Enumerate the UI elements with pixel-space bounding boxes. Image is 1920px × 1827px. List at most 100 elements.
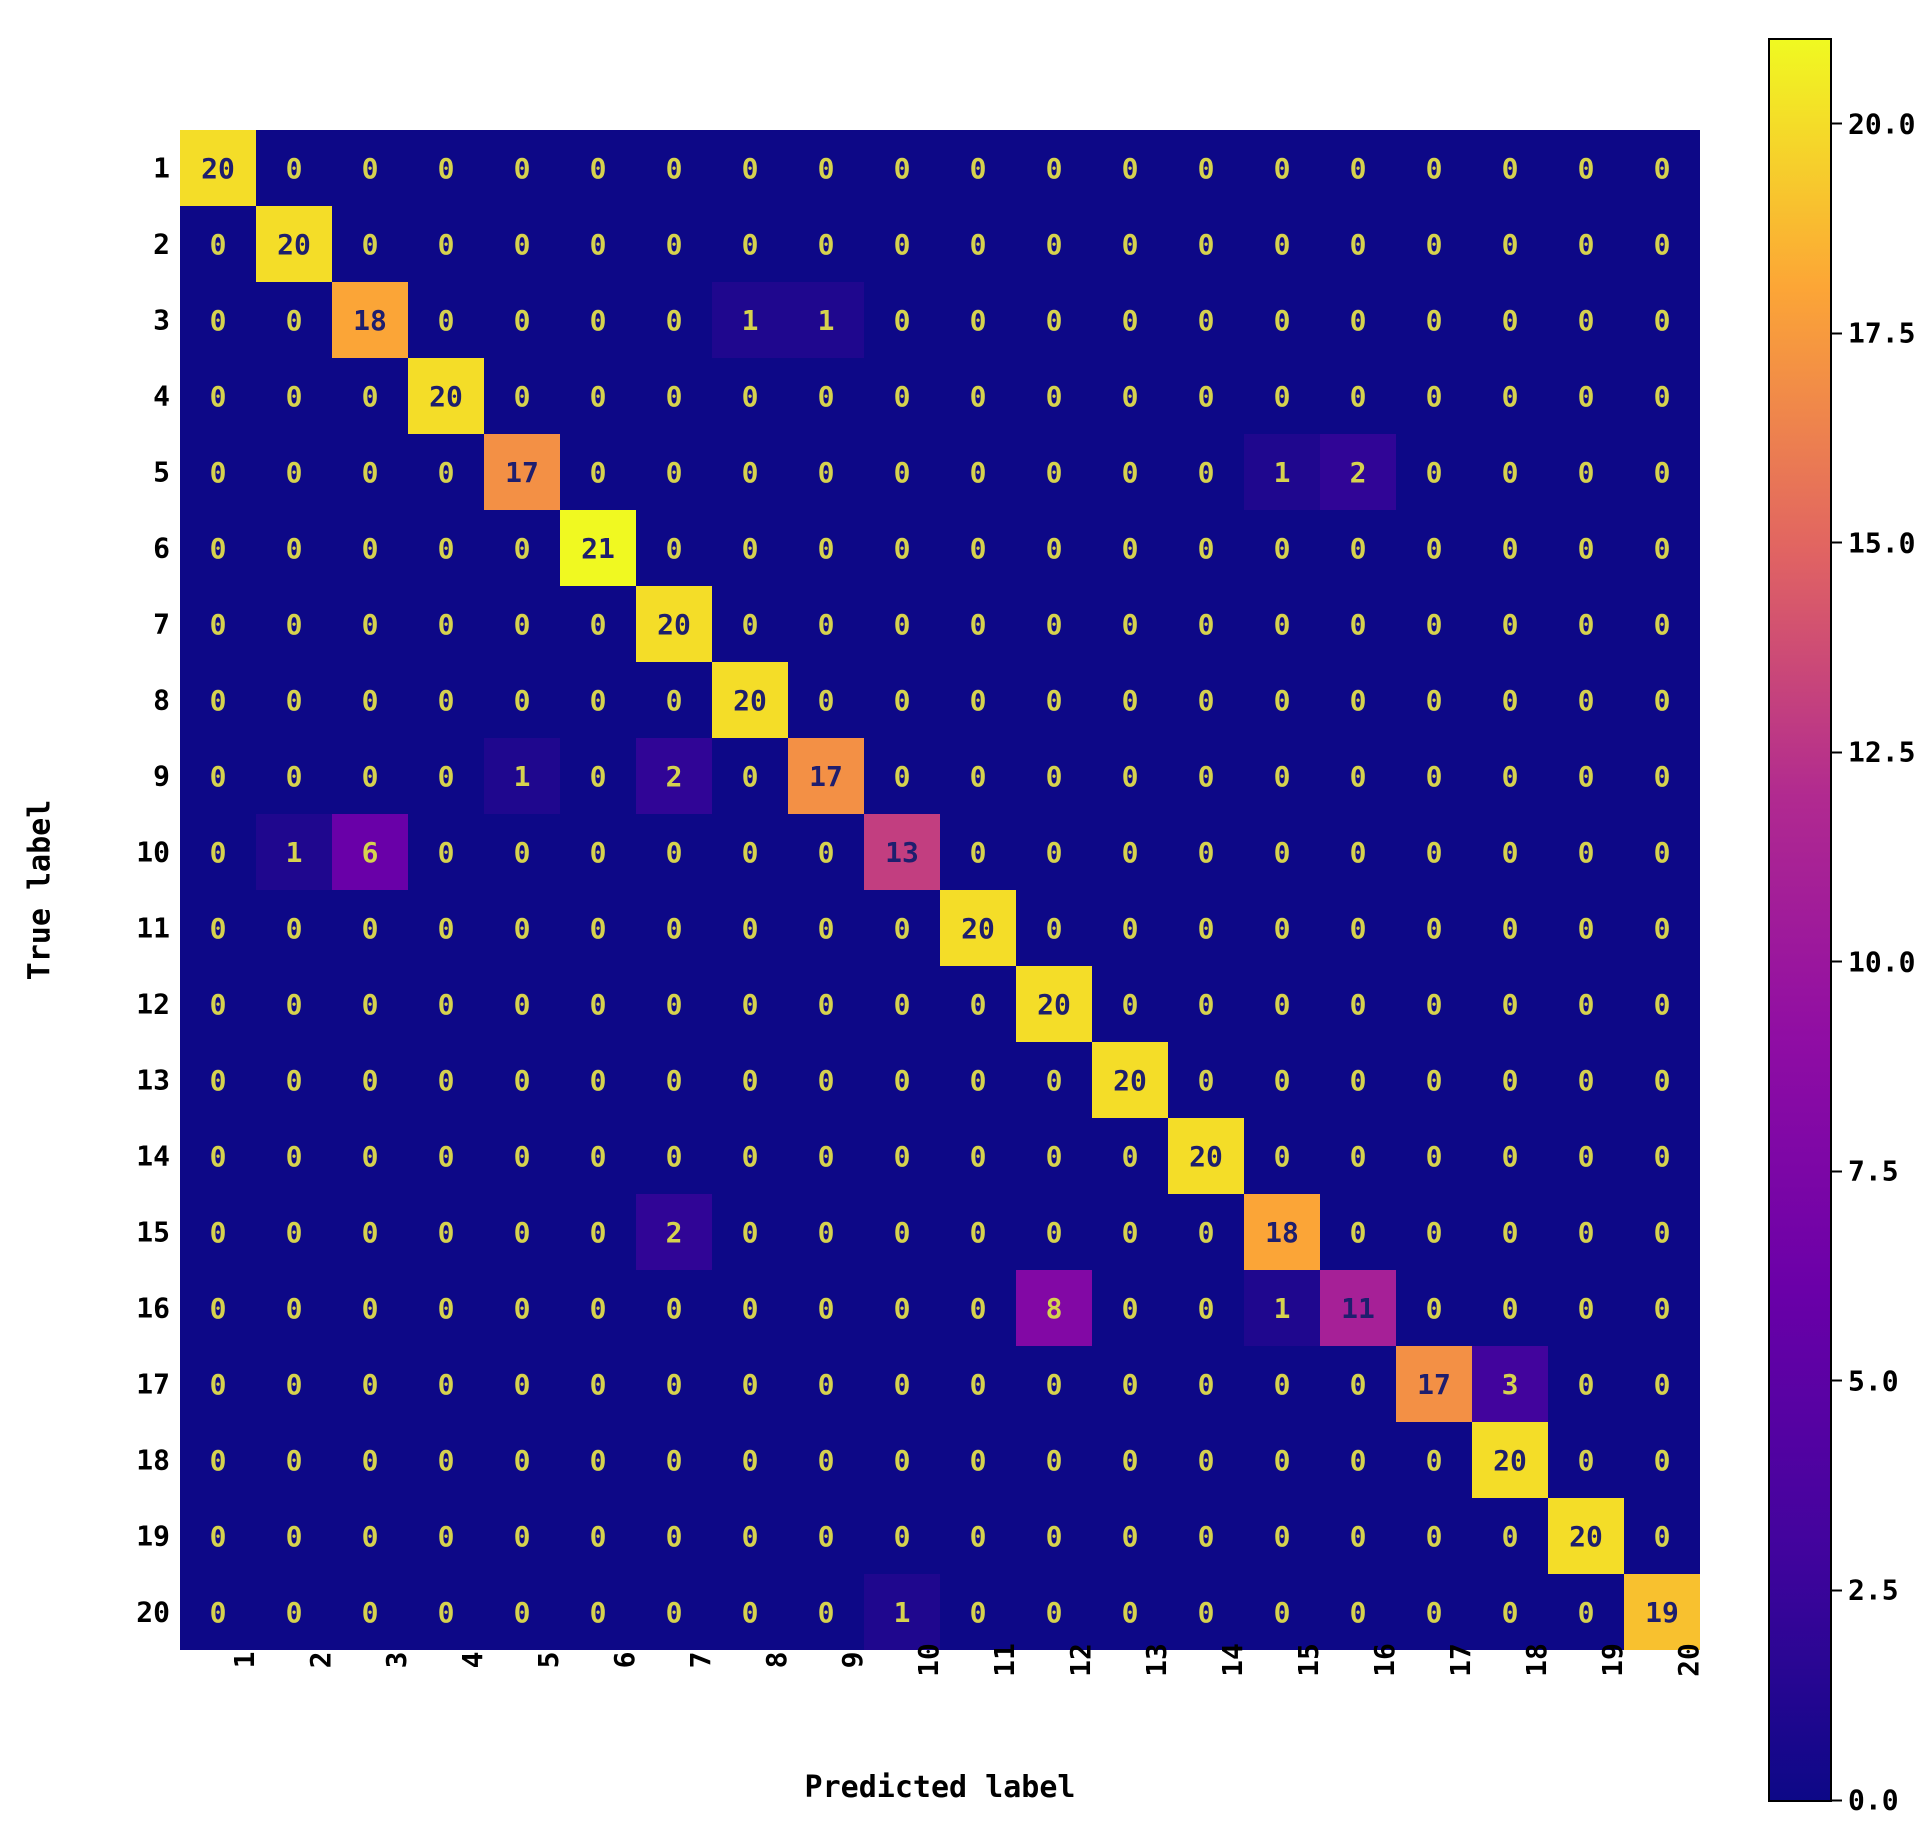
heatmap-cell: 0 — [1624, 206, 1700, 282]
heatmap-cell: 0 — [484, 1422, 560, 1498]
heatmap-cell: 17 — [484, 434, 560, 510]
heatmap-cell: 0 — [332, 358, 408, 434]
heatmap-cell: 0 — [712, 1042, 788, 1118]
heatmap-cell: 0 — [788, 1422, 864, 1498]
heatmap-cell: 1 — [1244, 434, 1320, 510]
heatmap-cell: 0 — [256, 434, 332, 510]
heatmap-cell: 0 — [1472, 738, 1548, 814]
heatmap-cell: 0 — [940, 1042, 1016, 1118]
heatmap-cell: 0 — [712, 1422, 788, 1498]
heatmap-cell: 0 — [484, 358, 560, 434]
heatmap-cell: 0 — [940, 1118, 1016, 1194]
heatmap-cell: 0 — [256, 1042, 332, 1118]
heatmap-cell: 0 — [1168, 662, 1244, 738]
heatmap-cell: 0 — [560, 1118, 636, 1194]
heatmap-cell: 0 — [256, 890, 332, 966]
x-tick-label: 11 — [978, 1643, 1021, 1677]
heatmap-cell: 0 — [712, 890, 788, 966]
heatmap-grid: 2000000000000000000000200000000000000000… — [180, 130, 1700, 1650]
heatmap-cell: 0 — [864, 434, 940, 510]
heatmap-cell: 0 — [560, 1270, 636, 1346]
heatmap-cell: 0 — [1092, 1498, 1168, 1574]
heatmap-cell: 0 — [332, 130, 408, 206]
y-tick-label: 18 — [120, 1444, 170, 1477]
heatmap-cell: 0 — [484, 662, 560, 738]
heatmap-cell: 0 — [788, 358, 864, 434]
heatmap-cell: 0 — [1168, 206, 1244, 282]
heatmap-cell: 18 — [1244, 1194, 1320, 1270]
heatmap-cell: 0 — [1016, 434, 1092, 510]
heatmap-cell: 0 — [1320, 1118, 1396, 1194]
heatmap-cell: 0 — [940, 966, 1016, 1042]
heatmap-cell: 0 — [1396, 358, 1472, 434]
heatmap-cell: 0 — [1472, 1498, 1548, 1574]
heatmap-cell: 0 — [180, 1118, 256, 1194]
heatmap-cell: 0 — [560, 586, 636, 662]
heatmap-cell: 0 — [1320, 206, 1396, 282]
heatmap-cell: 2 — [1320, 434, 1396, 510]
heatmap-cell: 0 — [1320, 1194, 1396, 1270]
heatmap-cell: 0 — [560, 1346, 636, 1422]
heatmap-cell: 0 — [1548, 434, 1624, 510]
heatmap-cell: 0 — [180, 510, 256, 586]
heatmap-cell: 0 — [180, 434, 256, 510]
heatmap-cell: 0 — [1396, 1270, 1472, 1346]
heatmap-cell: 0 — [636, 130, 712, 206]
heatmap-cell: 0 — [1396, 662, 1472, 738]
colorbar-ticks: 0.02.55.07.510.012.515.017.520.0 — [1830, 40, 1920, 1800]
heatmap-cell: 0 — [1396, 1042, 1472, 1118]
heatmap-cell: 0 — [484, 282, 560, 358]
x-tick-label: 16 — [1358, 1643, 1401, 1677]
heatmap-cell: 0 — [1396, 1118, 1472, 1194]
heatmap-cell: 0 — [1624, 662, 1700, 738]
heatmap-cell: 1 — [864, 1574, 940, 1650]
heatmap-cell: 0 — [1092, 434, 1168, 510]
heatmap-cell: 0 — [940, 130, 1016, 206]
heatmap-cell: 0 — [1320, 1574, 1396, 1650]
heatmap-cell: 0 — [1624, 510, 1700, 586]
heatmap-cell: 0 — [940, 1422, 1016, 1498]
heatmap-cell: 0 — [1092, 1118, 1168, 1194]
heatmap-cell: 0 — [1168, 1194, 1244, 1270]
heatmap-cell: 0 — [560, 434, 636, 510]
heatmap-cell: 0 — [1244, 814, 1320, 890]
heatmap-cell: 0 — [332, 1574, 408, 1650]
y-tick-label: 4 — [120, 380, 170, 413]
heatmap-cell: 0 — [1016, 1422, 1092, 1498]
heatmap-cell: 0 — [1320, 662, 1396, 738]
heatmap-cell: 0 — [1320, 358, 1396, 434]
heatmap-cell: 0 — [408, 1574, 484, 1650]
heatmap-cell: 0 — [256, 130, 332, 206]
heatmap-cell: 0 — [256, 1346, 332, 1422]
heatmap-cell: 0 — [1396, 282, 1472, 358]
heatmap-cell: 0 — [636, 1118, 712, 1194]
heatmap-cell: 0 — [636, 966, 712, 1042]
heatmap-cell: 13 — [864, 814, 940, 890]
x-tick-label: 3 — [370, 1652, 413, 1669]
heatmap-cell: 0 — [332, 510, 408, 586]
heatmap-cell: 0 — [1320, 966, 1396, 1042]
heatmap-cell: 20 — [1092, 1042, 1168, 1118]
x-tick-label: 5 — [522, 1652, 565, 1669]
heatmap-cell: 0 — [484, 1270, 560, 1346]
heatmap-cell: 0 — [1548, 1270, 1624, 1346]
heatmap-cell: 0 — [788, 1498, 864, 1574]
heatmap-cell: 0 — [1396, 510, 1472, 586]
heatmap-cell: 0 — [408, 1422, 484, 1498]
heatmap-cell: 0 — [788, 510, 864, 586]
heatmap-cell: 0 — [180, 282, 256, 358]
heatmap-cell: 0 — [1016, 206, 1092, 282]
y-tick-label: 8 — [120, 684, 170, 717]
heatmap-cell: 0 — [332, 890, 408, 966]
heatmap-cell: 0 — [1320, 1346, 1396, 1422]
heatmap-cell: 0 — [1624, 814, 1700, 890]
heatmap-cell: 0 — [1396, 1194, 1472, 1270]
heatmap-cell: 18 — [332, 282, 408, 358]
heatmap-cell: 0 — [180, 358, 256, 434]
y-tick-label: 11 — [120, 912, 170, 945]
heatmap-cell: 0 — [1092, 358, 1168, 434]
heatmap-cell: 0 — [1092, 814, 1168, 890]
heatmap-cell: 0 — [484, 1346, 560, 1422]
heatmap-cell: 0 — [1168, 358, 1244, 434]
heatmap-cell: 0 — [1396, 1574, 1472, 1650]
